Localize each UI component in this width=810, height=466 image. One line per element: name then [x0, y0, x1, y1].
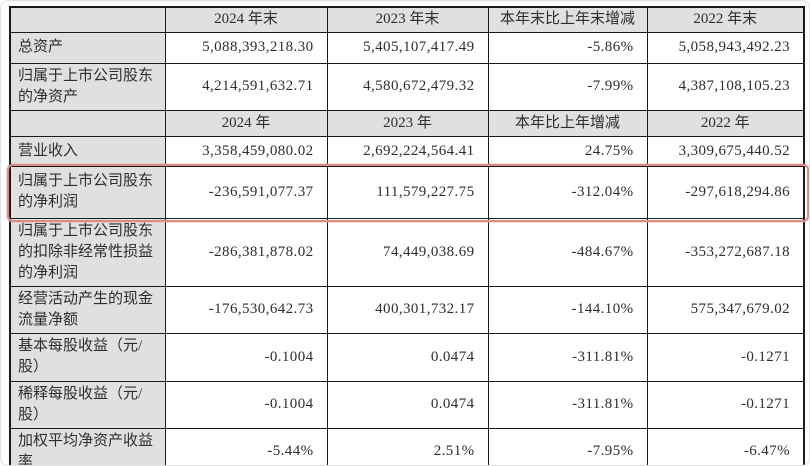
cell-2023: 74,449,038.69: [326, 217, 489, 287]
cell-2023: 4,580,672,479.32: [326, 62, 489, 111]
cell-change: -7.95%: [487, 427, 648, 465]
cell-change: -144.10%: [487, 285, 648, 334]
header-cell-2024: 2024 年: [164, 109, 328, 137]
header-cell-yoy-change: 本年比上年增减: [487, 109, 648, 137]
cell-change: -312.04%: [487, 165, 648, 219]
cell-2023: 400,301,732.17: [326, 285, 489, 334]
financial-summary-table: 2024 年末 2023 年末 本年末比上年末增减 2022 年末 总资产 5,…: [9, 6, 805, 465]
cell-2022: -353,272,687.18: [646, 217, 805, 287]
row-weighted-avg-roe: 加权平均净资产收益率 -5.44% 2.51% -7.95% -6.47%: [9, 427, 805, 465]
cell-2023: 111,579,227.75: [326, 165, 489, 219]
cell-change: -311.81%: [487, 332, 648, 382]
cell-2024: -0.1004: [164, 380, 328, 429]
cell-2024: -176,530,642.73: [164, 285, 328, 334]
cell-2022: 5,058,943,492.23: [646, 31, 805, 64]
header-cell-2022: 2022 年: [646, 109, 805, 137]
table-header-row-yearend: 2024 年末 2023 年末 本年末比上年末增减 2022 年末: [9, 6, 805, 33]
cell-2024: 3,358,459,080.02: [164, 135, 328, 167]
cell-2023: 0.0474: [326, 380, 489, 429]
cell-change: -484.67%: [487, 217, 648, 287]
cell-2022: -0.1271: [646, 332, 805, 382]
row-operating-cash-flow: 经营活动产生的现金流量净额 -176,530,642.73 400,301,73…: [9, 285, 805, 334]
cell-2024: -0.1004: [164, 332, 328, 382]
cell-2023: 2.51%: [326, 427, 489, 465]
row-revenue: 营业收入 3,358,459,080.02 2,692,224,564.41 2…: [9, 135, 805, 167]
cell-2022: -6.47%: [646, 427, 805, 465]
row-total-assets: 总资产 5,088,393,218.30 5,405,107,417.49 -5…: [9, 31, 805, 64]
header-cell-empty: [9, 109, 166, 137]
header-cell-2023-yearend: 2023 年末: [326, 6, 489, 33]
cell-label: 总资产: [9, 31, 166, 64]
cell-label: 经营活动产生的现金流量净额: [9, 285, 166, 334]
cell-label: 加权平均净资产收益率: [9, 427, 166, 465]
row-net-profit: 归属于上市公司股东的净利润 -236,591,077.37 111,579,22…: [9, 165, 805, 219]
cell-2022: -297,618,294.86: [646, 165, 805, 219]
cell-2022: 575,347,679.02: [646, 285, 805, 334]
cell-2023: 5,405,107,417.49: [326, 31, 489, 64]
table-header-row-fullyear: 2024 年 2023 年 本年比上年增减 2022 年: [9, 109, 805, 137]
cell-2022: -0.1271: [646, 380, 805, 429]
cell-label: 营业收入: [9, 135, 166, 167]
cell-2024: 4,214,591,632.71: [164, 62, 328, 111]
header-cell-empty: [9, 6, 166, 33]
row-net-profit-excl-nonrecurring: 归属于上市公司股东的扣除非经常性损益的净利润 -286,381,878.02 7…: [9, 217, 805, 287]
row-basic-eps: 基本每股收益（元/股） -0.1004 0.0474 -311.81% -0.1…: [9, 332, 805, 382]
header-cell-2023: 2023 年: [326, 109, 489, 137]
header-cell-2022-yearend: 2022 年末: [646, 6, 805, 33]
header-cell-yoy-yearend-change: 本年末比上年末增减: [487, 6, 648, 33]
cell-2024: 5,088,393,218.30: [164, 31, 328, 64]
header-cell-2024-yearend: 2024 年末: [164, 6, 328, 33]
cell-2023: 2,692,224,564.41: [326, 135, 489, 167]
row-net-assets: 归属于上市公司股东的净资产 4,214,591,632.71 4,580,672…: [9, 62, 805, 111]
cell-label: 归属于上市公司股东的净利润: [9, 165, 166, 219]
cell-label: 稀释每股收益（元/股）: [9, 380, 166, 429]
cell-change: -311.81%: [487, 380, 648, 429]
cell-2024: -236,591,077.37: [164, 165, 328, 219]
cell-label: 归属于上市公司股东的净资产: [9, 62, 166, 111]
cell-change: -5.86%: [487, 31, 648, 64]
cell-2022: 4,387,108,105.23: [646, 62, 805, 111]
cell-2024: -286,381,878.02: [164, 217, 328, 287]
cell-2024: -5.44%: [164, 427, 328, 465]
cell-change: -7.99%: [487, 62, 648, 111]
cell-2022: 3,309,675,440.52: [646, 135, 805, 167]
row-diluted-eps: 稀释每股收益（元/股） -0.1004 0.0474 -311.81% -0.1…: [9, 380, 805, 429]
cell-change: 24.75%: [487, 135, 648, 167]
cell-label: 归属于上市公司股东的扣除非经常性损益的净利润: [9, 217, 166, 287]
cell-2023: 0.0474: [326, 332, 489, 382]
cell-label: 基本每股收益（元/股）: [9, 332, 166, 382]
